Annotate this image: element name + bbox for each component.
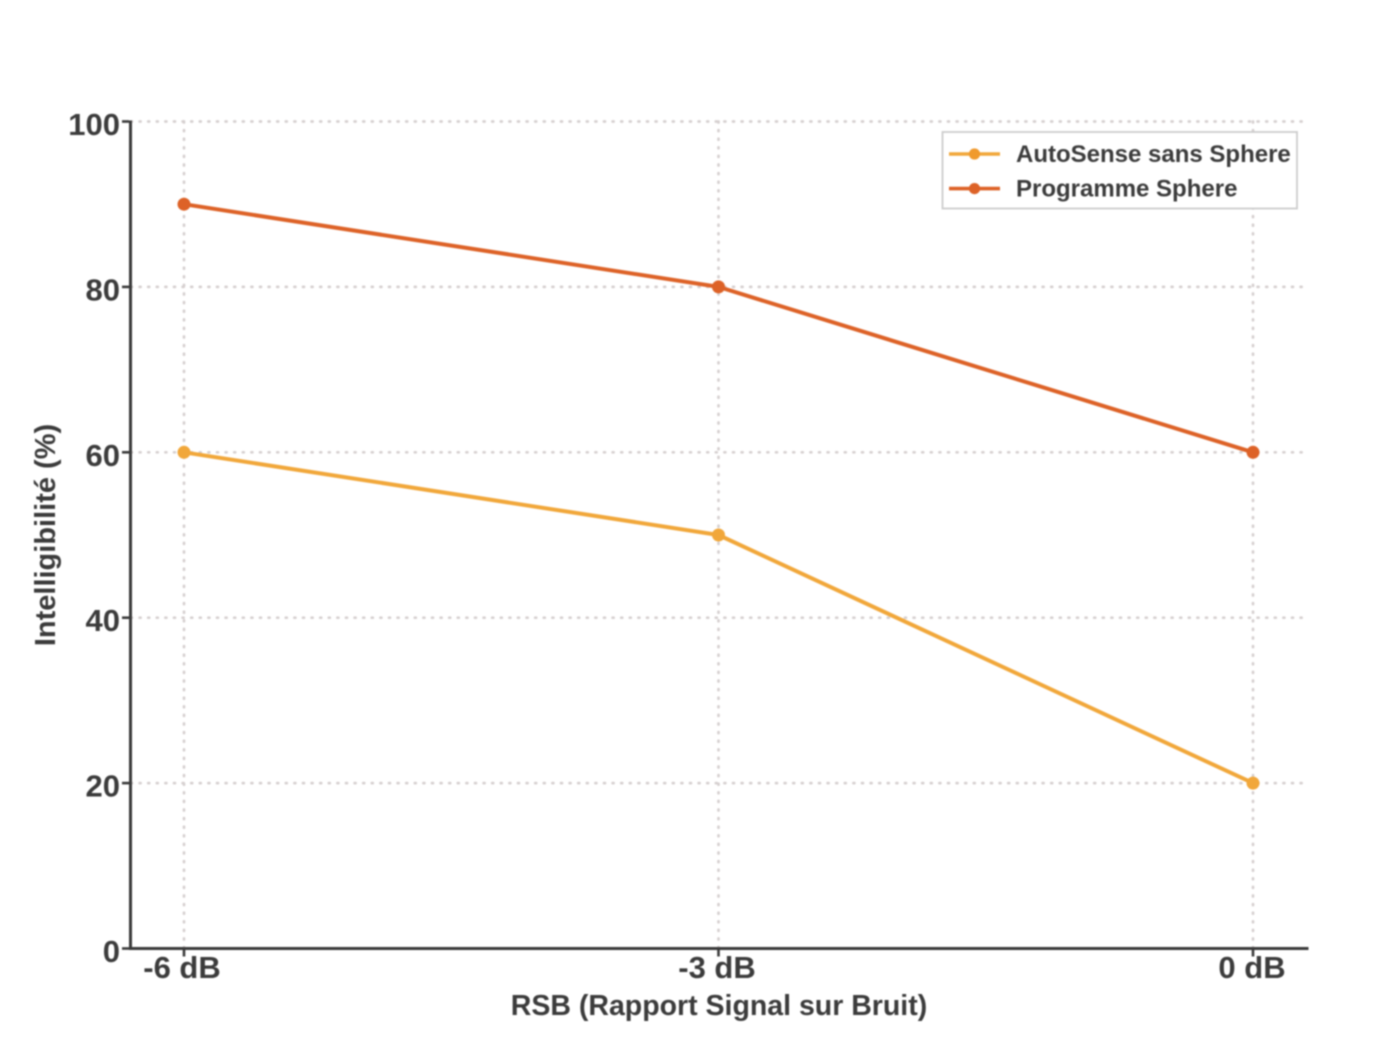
svg-text:100: 100 bbox=[68, 107, 120, 142]
svg-text:RSB (Rapport Signal sur Bruit): RSB (Rapport Signal sur Bruit) bbox=[511, 990, 927, 1022]
svg-text:20: 20 bbox=[86, 769, 120, 804]
svg-text:Intelligibilité (%): Intelligibilité (%) bbox=[30, 424, 62, 646]
svg-text:Programme Sphere: Programme Sphere bbox=[1016, 176, 1237, 203]
svg-text:-3 dB: -3 dB bbox=[678, 950, 756, 985]
svg-text:60: 60 bbox=[86, 438, 120, 473]
svg-text:AutoSense sans Sphere: AutoSense sans Sphere bbox=[1016, 141, 1291, 168]
svg-text:0: 0 bbox=[103, 934, 120, 969]
svg-text:-6 dB: -6 dB bbox=[143, 950, 221, 985]
svg-text:80: 80 bbox=[86, 272, 120, 307]
svg-text:0 dB: 0 dB bbox=[1218, 950, 1285, 985]
svg-text:40: 40 bbox=[86, 603, 120, 638]
